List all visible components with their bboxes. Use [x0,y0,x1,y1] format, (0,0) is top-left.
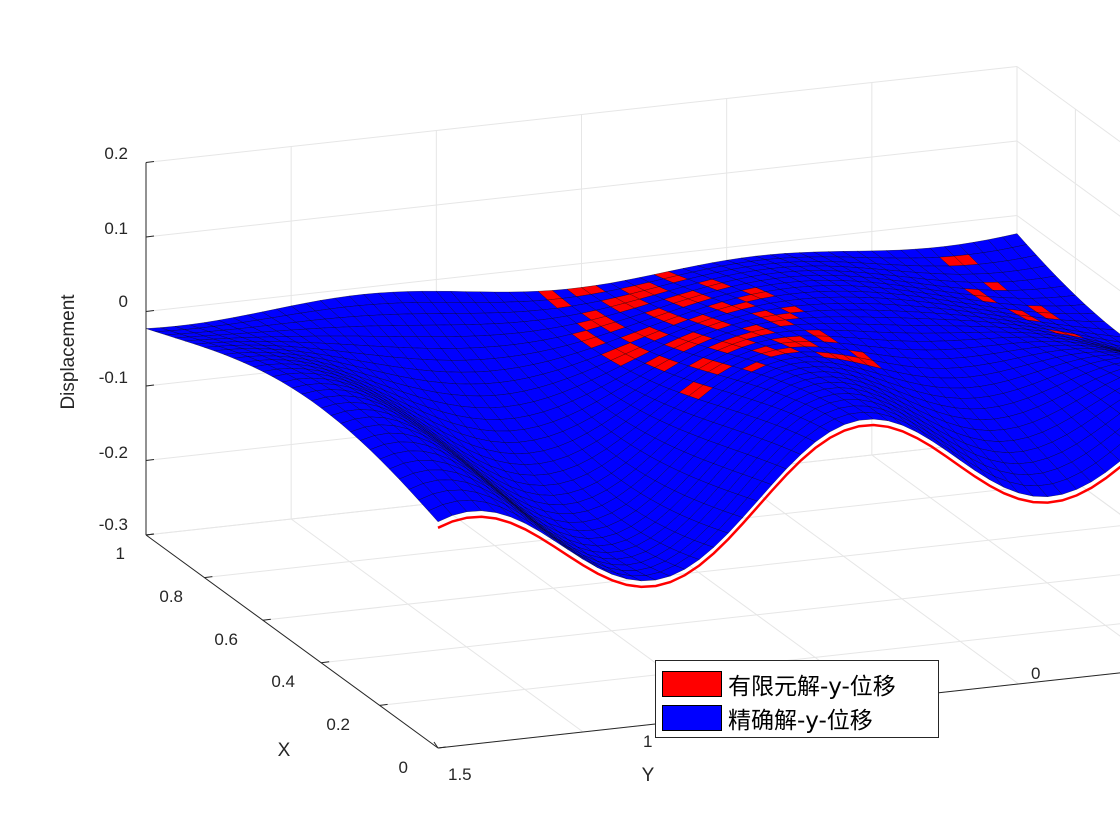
y-tick-label: 1.5 [448,765,472,784]
surface-patch-exact [1105,413,1120,433]
surface-patch-exact [1114,349,1120,352]
x-tick-mark [437,746,447,749]
floor-gridline [321,574,1120,664]
x-tick-label: 0 [399,758,408,777]
z-tick-mark [145,161,155,163]
legend-swatch-blue [662,705,722,731]
surface-patch-exact [1109,348,1120,352]
surface-patch-exact [1114,352,1120,354]
axis-ticks: -0.3 -0.2 -0.1 0 0.1 0.2 0 0.2 0.4 0.6 0… [58,144,1040,786]
floor-gridline [871,454,1120,637]
z-tick-label: -0.1 [99,368,128,387]
z-tick-label: -0.2 [99,443,128,462]
x-tick-mark [145,533,155,536]
x-tick-label: 0.2 [326,715,350,734]
legend-item: 精确解-y-位移 [662,703,873,734]
x-tick-mark [379,703,388,706]
side-wall-gridline [1016,215,1120,292]
z-tick-label: -0.3 [99,515,128,534]
x-axis-label: X [278,740,291,761]
legend-label: 有限元解-y-位移 [728,674,896,700]
surface-patch-exact [1110,444,1120,461]
legend-label: 精确解-y-位移 [728,708,873,734]
surface-patch-exact [1109,354,1120,359]
surface-patch-exact [1114,387,1120,394]
side-wall-gridline [1016,140,1120,217]
surface-patch-exact [1110,399,1120,414]
x-tick-mark [262,618,271,621]
z-tick-mark [145,235,155,238]
y-tick-label: 0 [1031,664,1040,683]
x-tick-mark [204,576,213,579]
surface-rim-fem [437,423,1120,589]
x-tick-label: 0.4 [271,672,295,691]
x-tick-label: 1 [116,544,125,563]
surface-patch-exact [1119,349,1120,351]
z-tick-mark [145,384,155,387]
x-tick-mark [321,661,330,664]
legend-swatch-red [662,671,722,697]
surface [145,233,1120,589]
y-axis-label: Y [642,765,655,786]
z-tick-label: 0 [119,292,128,311]
surface-patch-exact [1114,362,1120,367]
z-tick-mark [145,459,155,461]
z-axis-label: Displacement [58,294,79,410]
z-tick-label: 0.1 [104,219,128,238]
y-tick-label: 1 [643,732,652,751]
floor-gridline [290,518,584,733]
x-tick-label: 0.8 [159,587,183,606]
z-tick-mark [145,310,155,312]
surface-patch-exact [1105,377,1120,391]
legend: 有限元解-y-位移 精确解-y-位移 [655,660,939,738]
legend-item: 有限元解-y-位移 [662,669,896,700]
x-axis-line [145,534,439,749]
side-wall-gridline [1016,66,1120,143]
surface-patch-exact [1115,428,1120,437]
surface-patch-exact [1109,335,1120,343]
z-tick-label: 0.2 [104,144,128,163]
y-tick-mark [433,741,439,749]
surface-patch-exact [1109,369,1120,378]
surface-patch-exact [1114,344,1120,348]
floor-gridline [726,470,1019,685]
surface-patch-exact [1109,345,1120,351]
x-tick-label: 0.6 [214,630,238,649]
